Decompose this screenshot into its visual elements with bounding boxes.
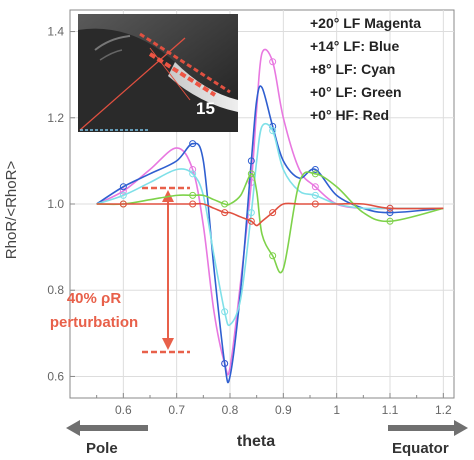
perturbation-label-2: perturbation — [50, 314, 138, 331]
series-cyan-point — [311, 191, 319, 199]
x-tick-label: 0.6 — [115, 403, 132, 417]
series-red-point — [189, 200, 197, 208]
x-tick-label: 1 — [333, 403, 340, 417]
ticks: 0.6 0.7 0.8 0.9 1 1.1 1.2 0.6 0.8 1.0 1.2 1.4 — [47, 25, 452, 417]
legend-entry-cyan: +8° LF: Cyan — [310, 61, 395, 77]
equator-label: Equator — [392, 440, 449, 457]
series-green-point — [386, 217, 394, 225]
x-tick-label: 0.8 — [222, 403, 239, 417]
y-tick-label: 1.4 — [47, 25, 64, 39]
series-magenta-point — [189, 166, 197, 174]
series-cyan-point — [221, 308, 229, 316]
inset-number: 15 — [196, 99, 215, 118]
series-blue-point — [247, 157, 255, 165]
series-blue-point — [386, 209, 394, 217]
series-magenta-point — [311, 183, 319, 191]
legend-entry-green: +0° LF: Green — [310, 84, 402, 100]
x-tick-label: 0.7 — [168, 403, 185, 417]
y-tick-label: 0.6 — [47, 369, 64, 383]
legend-entry-blue: +14° LF: Blue — [310, 38, 399, 54]
series-red-point — [269, 209, 277, 217]
pole-arrow: Pole — [66, 420, 148, 457]
inset-image: 15 — [78, 14, 238, 133]
series-red-point — [311, 200, 319, 208]
series-blue — [96, 85, 444, 384]
y-axis-label: RhoR/<RhoR> — [3, 161, 20, 260]
series-red-point — [221, 209, 229, 217]
x-tick-label: 0.9 — [275, 403, 292, 417]
series-cyan-point — [247, 209, 255, 217]
series-magenta-point — [119, 187, 127, 195]
series-red-point — [119, 200, 127, 208]
series-green — [96, 171, 444, 274]
series-green-point — [247, 170, 255, 178]
series-blue-point — [311, 166, 319, 174]
perturbation-label-1: 40% ρR — [67, 290, 121, 307]
y-tick-label: 1.0 — [47, 197, 64, 211]
series-green-point — [269, 252, 277, 260]
series-green-point — [189, 191, 197, 199]
series-green-point — [221, 200, 229, 208]
series-red-point — [247, 217, 255, 225]
series-red — [96, 202, 444, 227]
perturbation-annotation: 40% ρR perturbation — [50, 186, 190, 354]
x-axis-label: theta — [237, 433, 275, 450]
pole-label: Pole — [86, 440, 118, 457]
series-blue-point — [221, 360, 229, 368]
series-lines — [96, 48, 444, 384]
series-cyan-point — [189, 170, 197, 178]
series-red-point — [386, 204, 394, 212]
series-cyan-point — [119, 191, 127, 199]
x-tick-label: 1.2 — [435, 403, 452, 417]
x-tick-label: 1.1 — [382, 403, 399, 417]
series-green-point — [311, 170, 319, 178]
series-cyan-point — [269, 127, 277, 135]
series-cyan — [96, 122, 444, 327]
legend: +20° LF Magenta +14° LF: Blue +8° LF: Cy… — [310, 15, 421, 123]
y-tick-label: 0.8 — [47, 283, 64, 297]
series-magenta-point — [269, 58, 277, 66]
legend-entry-red: +0° HF: Red — [310, 107, 389, 123]
series-blue-point — [119, 183, 127, 191]
equator-arrow: Equator — [388, 420, 468, 457]
series-blue-point — [189, 140, 197, 148]
legend-entry-magenta: +20° LF Magenta — [310, 15, 421, 31]
y-tick-label: 1.2 — [47, 111, 64, 125]
